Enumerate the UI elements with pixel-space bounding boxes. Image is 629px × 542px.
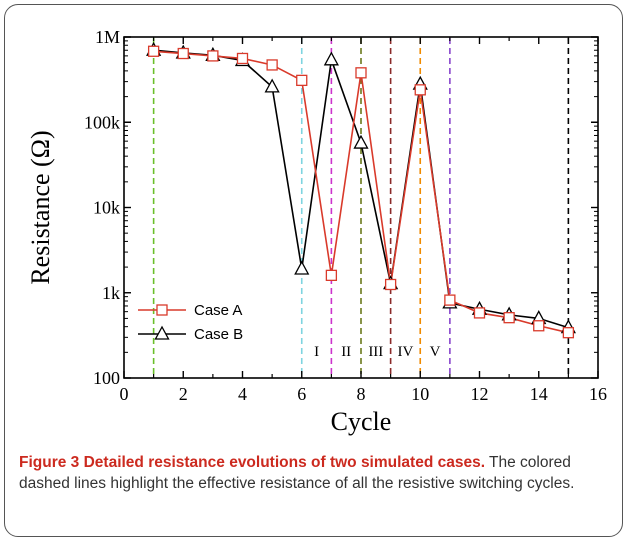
- data-point-case-a: [355, 67, 367, 79]
- data-point-case-a: [207, 50, 219, 62]
- y-tick-label: 1M: [95, 27, 120, 47]
- region-label-V: V: [430, 344, 441, 360]
- data-point-case-a: [384, 278, 397, 291]
- data-point-case-a: [236, 52, 249, 65]
- data-point-case-a: [533, 320, 545, 332]
- x-tick-label: 12: [471, 384, 489, 404]
- data-point-case-a: [266, 59, 278, 71]
- data-point-case-a: [325, 269, 338, 281]
- figure-frame: 0 2 4 6 8 10 12 14 16 100 1k 10k 100k 1M Cycle Resistan…: [4, 4, 623, 537]
- legend-label-1: Case A: [194, 302, 242, 319]
- legend-label-2: Case B: [194, 326, 243, 343]
- data-point-case-a: [414, 84, 426, 96]
- y-tick-label: 100: [93, 368, 120, 388]
- data-point-case-a: [444, 294, 456, 306]
- x-tick-label: 8: [357, 384, 366, 404]
- data-point-case-a: [473, 307, 486, 319]
- x-tick-label: 0: [120, 384, 129, 404]
- x-tick-label: 2: [179, 384, 188, 404]
- data-point-case-a: [177, 47, 189, 60]
- figure-caption: Figure 3 Detailed resistance evolutions …: [19, 452, 615, 494]
- legend-marker-1: [156, 304, 168, 316]
- data-point-case-b: [294, 260, 310, 275]
- y-tick-label: 100k: [84, 112, 120, 132]
- data-point-case-a: [503, 312, 515, 324]
- region-label-III: III: [368, 344, 383, 360]
- region-label-IV: IV: [398, 344, 414, 360]
- legend-marker-2: [154, 325, 170, 340]
- data-point-case-a: [562, 327, 575, 339]
- caption-title: Figure 3 Detailed resistance evolutions …: [19, 454, 486, 471]
- data-point-case-b: [323, 51, 339, 66]
- x-tick-label: 14: [530, 384, 548, 404]
- region-label-I: I: [314, 344, 319, 360]
- x-tick-label: 10: [411, 384, 429, 404]
- y-tick-label: 10k: [93, 198, 120, 218]
- caption-text: The colored dashed lines highlight the e…: [19, 454, 575, 492]
- data-point-case-b: [353, 134, 369, 149]
- y-axis-title: Resistance (Ω): [26, 130, 55, 284]
- y-tick-label: 1k: [102, 283, 120, 303]
- x-tick-label: 16: [589, 384, 607, 404]
- x-tick-label: 4: [238, 384, 247, 404]
- resistance-chart: 0 2 4 6 8 10 12 14 16 100 1k 10k 100k 1M Cycle Resistan…: [26, 27, 607, 436]
- x-axis-title: Cycle: [331, 407, 392, 436]
- data-point-case-a: [147, 45, 160, 57]
- data-point-case-a: [296, 74, 308, 87]
- data-point-case-b: [264, 78, 280, 93]
- x-tick-label: 6: [297, 384, 306, 404]
- region-label-II: II: [341, 344, 351, 360]
